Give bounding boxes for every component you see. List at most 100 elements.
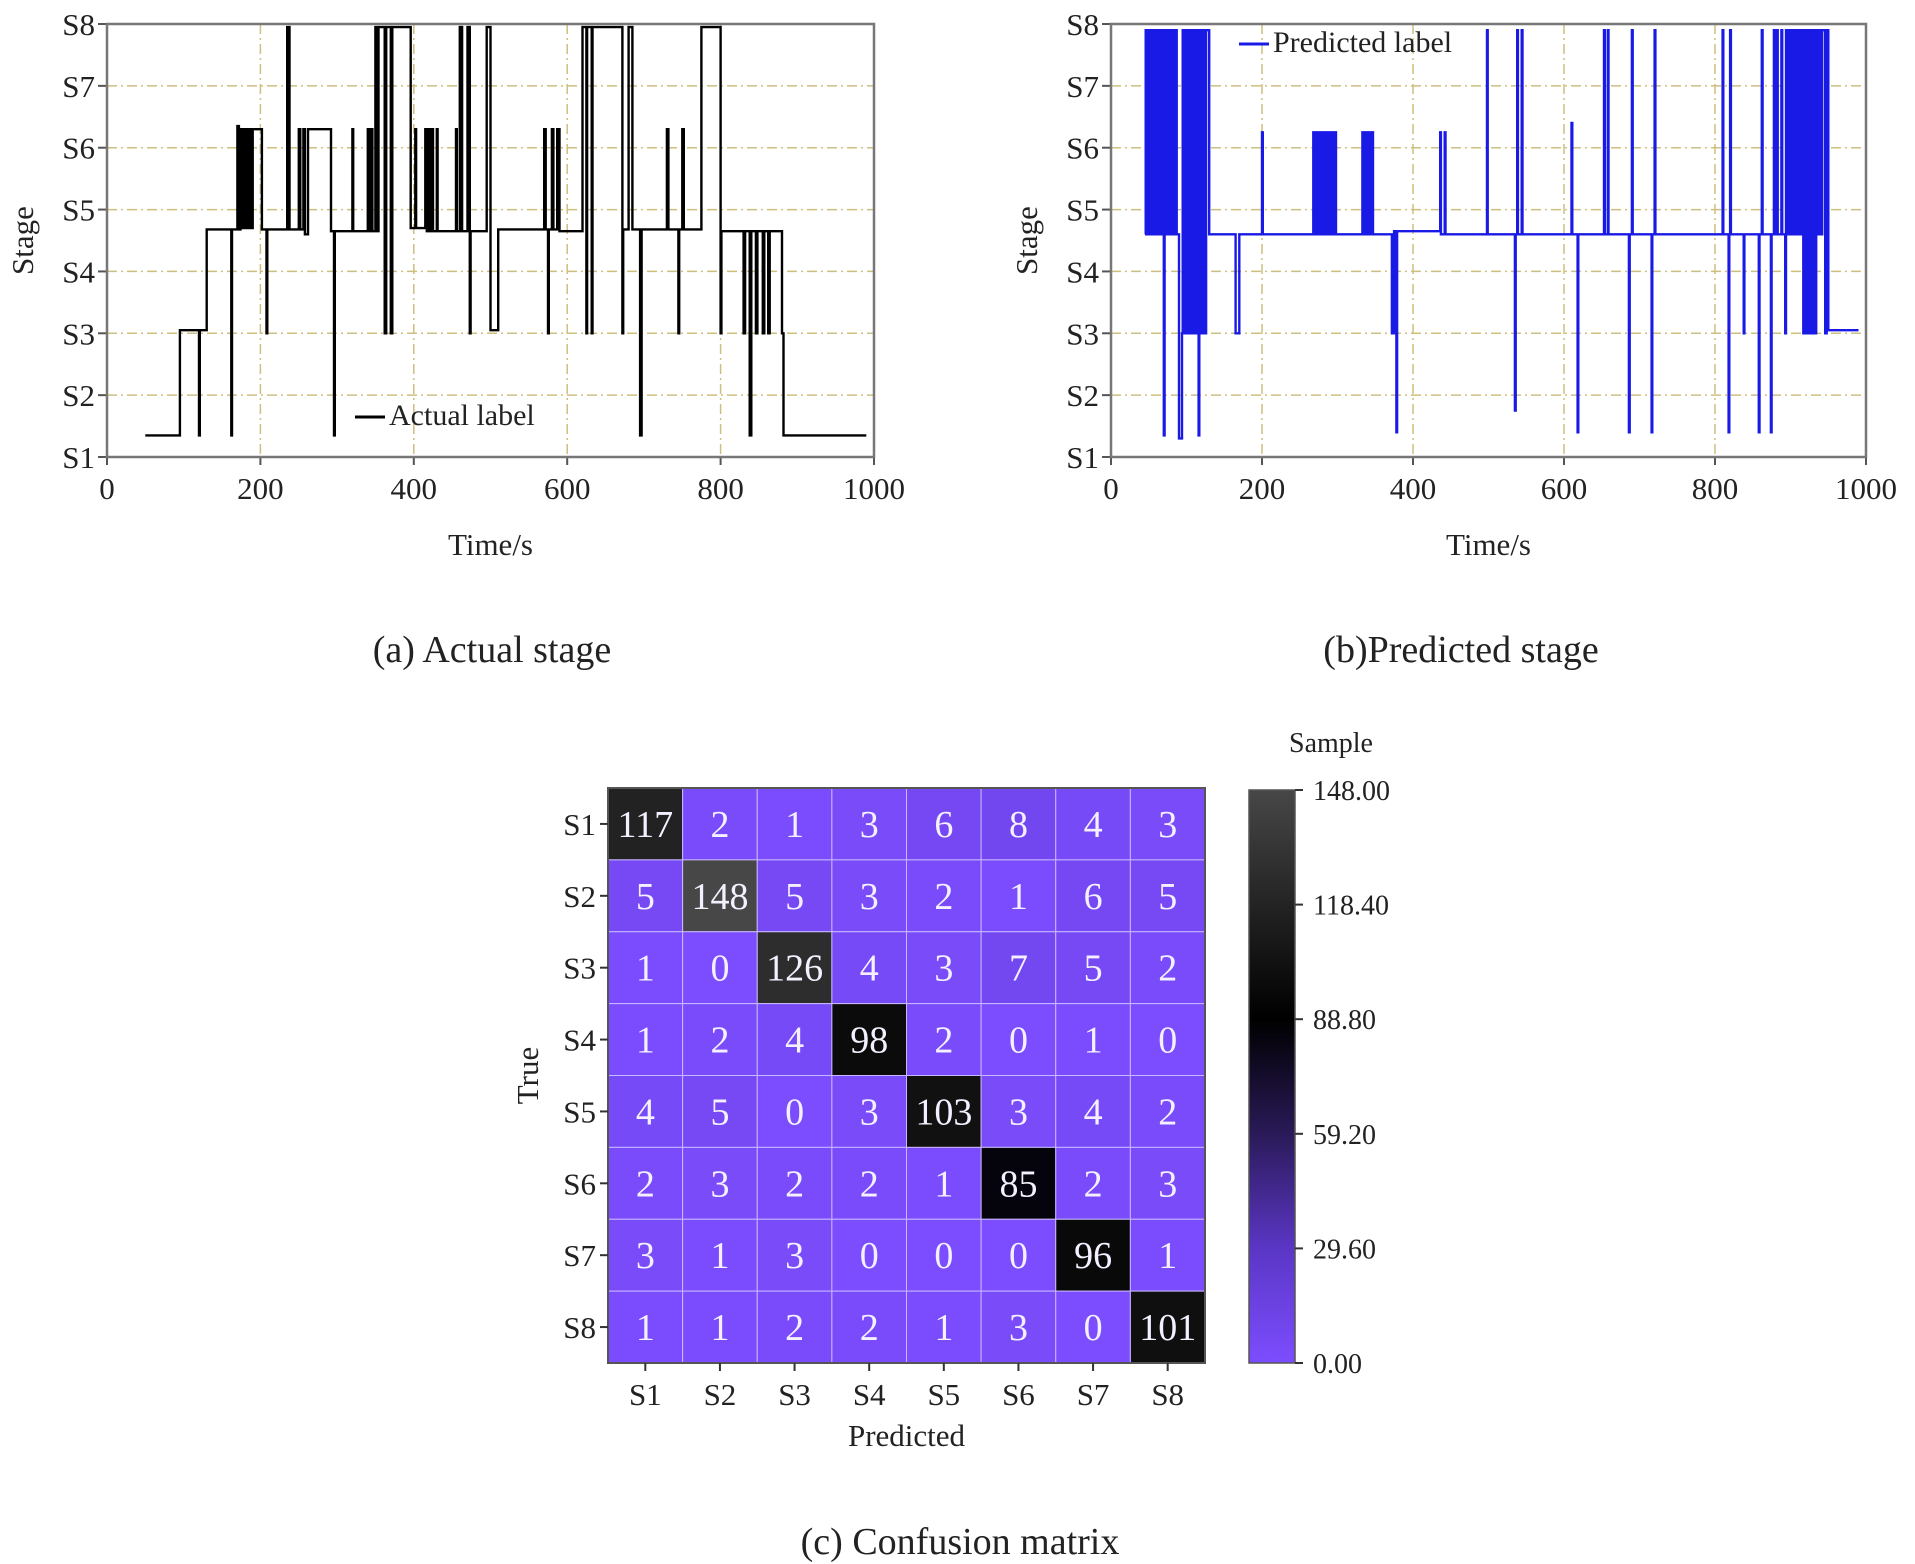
heatmap-cell (756, 1146, 833, 1220)
heatmap-cell (682, 931, 758, 1005)
cell-value: 5 (1084, 948, 1103, 990)
cell-value: 0 (1084, 1307, 1103, 1349)
heatmap-cell (906, 1146, 982, 1220)
col-label: S5 (927, 1377, 960, 1412)
heatmap-cell (607, 1003, 684, 1076)
cell-value: 4 (1084, 1091, 1103, 1133)
cell-value: 3 (1158, 1163, 1177, 1205)
x-axis-label: Time/s (448, 527, 533, 562)
cell-value: 6 (1084, 876, 1103, 918)
cell-value: 98 (850, 1020, 888, 1062)
row-label: S5 (563, 1094, 596, 1129)
cell-value: 3 (1009, 1091, 1028, 1133)
y-tick-label: S2 (62, 378, 95, 413)
heatmap-cell (682, 1003, 758, 1076)
heatmap-cell (906, 931, 982, 1005)
cell-value: 4 (785, 1020, 804, 1062)
row-label: S4 (563, 1023, 596, 1058)
heatmap-cell (682, 1290, 758, 1364)
heatmap-cell (756, 1075, 833, 1148)
cell-value: 2 (710, 1020, 729, 1062)
heatmap-cell (980, 1003, 1057, 1076)
cell-value: 8 (1009, 804, 1028, 846)
cell-value: 2 (860, 1307, 879, 1349)
heatmap-cell (1055, 1290, 1131, 1364)
row-label: S8 (563, 1310, 596, 1345)
cell-value: 5 (710, 1091, 729, 1133)
col-label: S1 (629, 1377, 662, 1412)
actual-stage-chart: S1 S2 S3 S4 S5 S6 S7 S8 0 200 400 600 800 1000 Actual … (5, 7, 905, 562)
cell-value: 4 (636, 1091, 655, 1133)
heatmap-cell (980, 1075, 1057, 1148)
cell-value: 3 (860, 876, 879, 918)
heatmap-cell (1129, 787, 1206, 861)
x-tick-label: 800 (1692, 471, 1739, 506)
cell-value: 1 (785, 804, 804, 846)
col-label: S8 (1151, 1377, 1184, 1412)
y-tick-label: S7 (62, 69, 95, 104)
cell-value: 0 (785, 1091, 804, 1133)
cell-value: 3 (710, 1163, 729, 1205)
x-axis-label: Time/s (1446, 527, 1531, 562)
cell-value: 1 (1158, 1235, 1177, 1277)
heatmap-cell (831, 1146, 907, 1220)
colorbar-tick-label: 59.20 (1313, 1120, 1376, 1151)
heatmap-cell (906, 859, 982, 933)
col-label: S3 (778, 1377, 811, 1412)
row-label: S7 (563, 1238, 596, 1273)
cell-value: 4 (860, 948, 879, 990)
confusion-matrix-chart: 117 2 1 3 6 8 4 35 148 5 3 2 1 6 51 0 126 4 3 7 5 21 2 4 98 2 0 1 04… (510, 728, 1390, 1453)
y-tick-label: S3 (1066, 316, 1099, 351)
heatmap-cell (607, 1075, 684, 1148)
cell-value: 2 (1158, 1091, 1177, 1133)
y-tick-label: S5 (1066, 193, 1099, 228)
heatmap-cell (1129, 1075, 1206, 1148)
cell-value: 0 (1009, 1020, 1028, 1062)
cell-value: 126 (766, 948, 823, 990)
heatmap-cell (756, 931, 833, 1005)
heatmap-cell (831, 1075, 907, 1148)
x-tick-label: 1000 (843, 471, 905, 506)
cell-value: 148 (691, 876, 748, 918)
cell-value: 3 (860, 1091, 879, 1133)
x-tick-label: 400 (1390, 471, 1437, 506)
heatmap-cell (607, 1290, 684, 1364)
colorbar-tick-label: 118.40 (1313, 891, 1389, 922)
cell-value: 2 (1084, 1163, 1103, 1205)
heatmap-cell (756, 1290, 833, 1364)
cell-value: 3 (636, 1235, 655, 1277)
colorbar-tick-label: 0.00 (1313, 1349, 1362, 1380)
cell-value: 1 (636, 1020, 655, 1062)
cell-value: 96 (1074, 1235, 1112, 1277)
cell-value: 2 (934, 876, 953, 918)
heatmap-cell (756, 1003, 833, 1076)
cell-value: 103 (915, 1091, 972, 1133)
y-axis-label: Stage (1009, 206, 1044, 275)
row-label: S1 (563, 807, 596, 842)
heatmap-cell (1129, 1003, 1206, 1076)
cell-value: 3 (934, 948, 953, 990)
cell-value: 101 (1139, 1307, 1196, 1349)
x-tick-label: 600 (1541, 471, 1588, 506)
x-tick-label: 800 (697, 471, 744, 506)
y-tick-label: S5 (62, 193, 95, 228)
heatmap-cell (906, 1075, 982, 1148)
cell-value: 1 (710, 1235, 729, 1277)
cell-value: 1 (1084, 1020, 1103, 1062)
heatmap-cell (980, 1290, 1057, 1364)
heatmap-cell (682, 787, 758, 861)
x-tick-label: 1000 (1835, 471, 1897, 506)
caption-c: (c) Confusion matrix (801, 1521, 1120, 1563)
y-axis-label: Stage (5, 206, 40, 275)
cell-value: 5 (636, 876, 655, 918)
predicted-stage-chart: S1 S2 S3 S4 S5 S6 S7 S8 0 200 400 600 800 1000 Predict… (1009, 7, 1897, 562)
legend-label: Actual label (389, 399, 535, 432)
series-line-0 (1144, 29, 1859, 440)
y-tick-label: S8 (1066, 7, 1099, 42)
cell-value: 1 (934, 1307, 953, 1349)
heatmap-cell (607, 931, 684, 1005)
cell-value: 2 (710, 804, 729, 846)
cell-value: 3 (860, 804, 879, 846)
cell-value: 1 (636, 948, 655, 990)
